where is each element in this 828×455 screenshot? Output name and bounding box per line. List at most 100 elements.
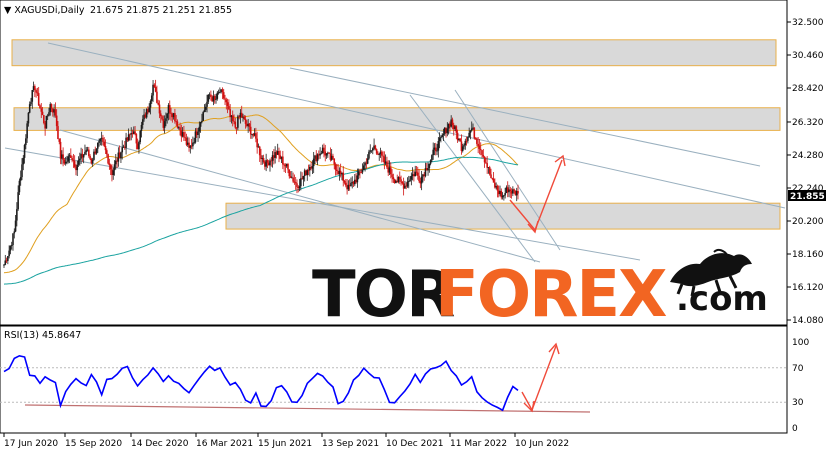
candle-body [492, 178, 495, 183]
candle-body [174, 113, 176, 122]
candle-body [238, 116, 240, 118]
candle-body [320, 153, 323, 155]
candle-body [375, 149, 378, 154]
candle-body [482, 154, 485, 157]
candle-body [127, 134, 130, 141]
candle-body [8, 250, 10, 257]
candle-body [361, 169, 364, 173]
candle-body [158, 104, 161, 114]
candle-body [145, 109, 148, 118]
candle-body [34, 86, 36, 91]
candle-body [239, 112, 242, 117]
candle-body [28, 104, 31, 113]
candle-body [243, 116, 246, 119]
candle-body [476, 138, 478, 144]
candle-body [248, 123, 251, 127]
candle-body [58, 139, 61, 142]
candle-body [497, 190, 500, 195]
rsi-series-line [3, 354, 519, 412]
rsi-tick-label: 30 [792, 398, 804, 408]
candle-body [138, 142, 140, 150]
candle-body [122, 146, 125, 148]
candle-body [233, 121, 235, 122]
candle-body [445, 127, 447, 134]
candle-body [319, 153, 321, 156]
candle-body [111, 169, 113, 176]
candle-body [297, 186, 300, 189]
candle-body [237, 116, 239, 128]
price-axis: 32.500 30.460 28.420 26.320 24.280 22.240 20.2… [787, 18, 824, 326]
candle-body [266, 160, 269, 163]
triangle-icon: ▼ [4, 5, 14, 16]
candle-body [219, 91, 221, 93]
candle-body [211, 97, 213, 102]
candle-body [395, 181, 397, 183]
candle-body [179, 127, 181, 131]
time-tick-label: 14 Dec 2020 [131, 439, 189, 449]
candle-body [455, 126, 458, 133]
candle-body [401, 181, 404, 184]
candle-body [63, 159, 66, 164]
candle-body [159, 113, 162, 117]
candle-body [500, 190, 503, 198]
candle-body [81, 153, 84, 158]
candle-body [66, 161, 68, 163]
candle-body [269, 160, 271, 166]
candle-body [483, 156, 486, 163]
candle-body [513, 189, 515, 191]
candle-body [262, 158, 265, 162]
candle-body [170, 112, 172, 115]
candle-body [478, 146, 481, 149]
candle-body [307, 170, 310, 171]
candle-body [255, 133, 257, 139]
candle-body [279, 155, 282, 159]
candle-body [67, 156, 70, 162]
resistance-support-zones [11, 39, 781, 230]
candle-body [21, 164, 23, 178]
candle-body [251, 134, 253, 135]
candle-body [438, 137, 441, 142]
candle-body [247, 123, 249, 127]
candle-body [312, 158, 315, 167]
candle-body [363, 165, 365, 170]
candle-body [224, 98, 226, 100]
candle-body [199, 122, 202, 127]
candle-body [481, 150, 483, 155]
candle-body [343, 180, 346, 183]
candle-body [316, 154, 319, 161]
candle-body [427, 168, 429, 171]
candle-body [406, 181, 409, 187]
candle-body [463, 145, 465, 147]
candle-body [371, 148, 374, 151]
candle-body [231, 115, 234, 122]
candle-body [341, 172, 343, 175]
candle-body [499, 190, 501, 195]
candle-body [50, 104, 53, 109]
candle-body [109, 165, 112, 170]
candle-body [284, 164, 287, 167]
candle-body [378, 154, 381, 155]
candle-body [346, 185, 348, 190]
candle-body [165, 118, 167, 122]
candle-body [264, 161, 266, 167]
candle-body [225, 99, 228, 103]
candle-body [311, 166, 314, 169]
candle-body [35, 90, 37, 93]
candle-body [163, 121, 166, 128]
candle-body [505, 187, 508, 194]
candle-body [360, 172, 363, 174]
candle-body [136, 143, 139, 150]
candle-body [384, 161, 387, 164]
candle-body [80, 153, 82, 159]
candle-body [244, 118, 247, 124]
candle-body [129, 134, 131, 136]
candle-body [383, 156, 386, 164]
candle-body [380, 151, 383, 156]
candle-body [100, 137, 103, 139]
candle-body [141, 119, 144, 125]
price-tick-label: 24.280 [792, 151, 824, 161]
candle-body [27, 112, 30, 124]
candle-body [422, 174, 424, 177]
candle-body [503, 195, 505, 197]
candle-body [30, 101, 32, 105]
